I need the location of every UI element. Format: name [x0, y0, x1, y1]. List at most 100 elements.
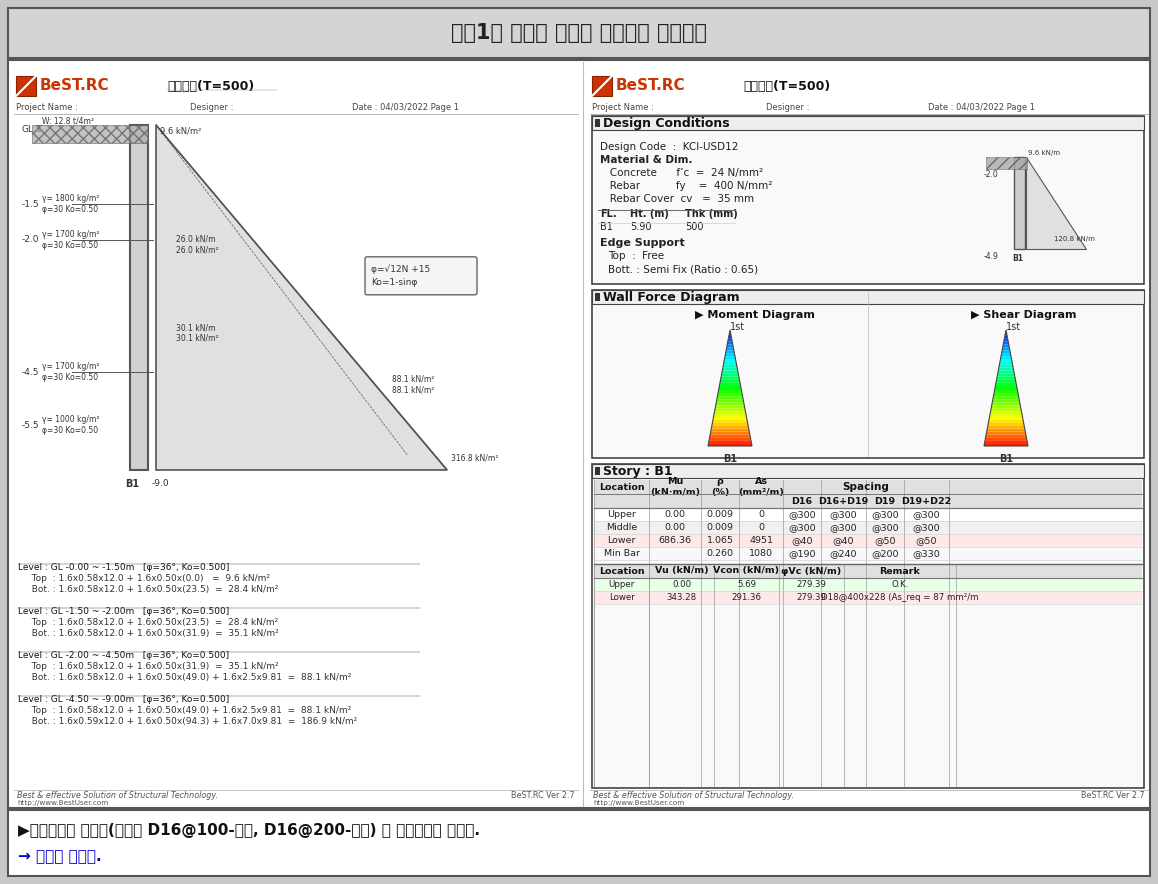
- Text: Mu
(kN·m/m): Mu (kN·m/m): [650, 477, 701, 497]
- FancyBboxPatch shape: [365, 256, 477, 294]
- Text: Material & Dim.: Material & Dim.: [600, 155, 692, 165]
- Text: -4.5: -4.5: [22, 368, 39, 377]
- Polygon shape: [990, 408, 1021, 411]
- Polygon shape: [727, 339, 732, 341]
- Text: As
(mm²/m): As (mm²/m): [738, 477, 784, 497]
- Text: Level : GL -1.50 ~ -2.00m   [φ=36°, Ko=0.500]: Level : GL -1.50 ~ -2.00m [φ=36°, Ko=0.5…: [19, 607, 229, 616]
- Polygon shape: [724, 359, 736, 362]
- Bar: [594, 547, 1142, 560]
- Text: Project Name :: Project Name :: [592, 103, 654, 112]
- Polygon shape: [1001, 359, 1012, 362]
- Text: B1: B1: [999, 454, 1013, 464]
- Text: 30.1 kN/m
30.1 kN/m²: 30.1 kN/m 30.1 kN/m²: [176, 324, 219, 343]
- Text: Design Conditions: Design Conditions: [603, 117, 730, 129]
- Polygon shape: [712, 423, 748, 426]
- Polygon shape: [984, 443, 1028, 446]
- Text: Thk (mm): Thk (mm): [686, 209, 738, 219]
- Polygon shape: [997, 374, 1014, 377]
- Text: Date : 04/03/2022 Page 1: Date : 04/03/2022 Page 1: [352, 103, 459, 112]
- Text: 지상1층 슬래브 철거시 지하외벽 검토결과: 지상1층 슬래브 철거시 지하외벽 검토결과: [450, 23, 708, 43]
- Text: -2.0: -2.0: [22, 235, 39, 244]
- Polygon shape: [711, 429, 749, 431]
- Text: @300: @300: [789, 523, 816, 532]
- Text: Top  : 1.6x0.58x12.0 + 1.6x0.50x(0.0)   =  9.6 kN/m²: Top : 1.6x0.58x12.0 + 1.6x0.50x(0.0) = 9…: [25, 574, 270, 583]
- Polygon shape: [713, 417, 747, 420]
- Polygon shape: [1004, 336, 1007, 339]
- Text: 316.8 kN/m²: 316.8 kN/m²: [450, 453, 498, 462]
- Text: @190: @190: [789, 549, 815, 558]
- Text: 0.00: 0.00: [665, 510, 686, 519]
- Polygon shape: [991, 406, 1021, 408]
- Bar: [594, 494, 1142, 508]
- Text: 1.065: 1.065: [706, 536, 733, 545]
- Text: Remark: Remark: [880, 567, 921, 575]
- Text: Ht. (m): Ht. (m): [630, 209, 669, 219]
- Polygon shape: [990, 411, 1023, 414]
- Bar: [595, 467, 600, 475]
- Text: Designer :: Designer :: [765, 103, 809, 112]
- Polygon shape: [720, 379, 740, 382]
- Text: γ= 1700 kg/m²
φ=30 Ko=0.50: γ= 1700 kg/m² φ=30 Ko=0.50: [42, 230, 100, 250]
- Bar: [594, 508, 1142, 521]
- Text: Min Bar: Min Bar: [603, 549, 639, 558]
- Polygon shape: [711, 426, 749, 429]
- Text: 0: 0: [758, 523, 764, 532]
- Text: ▶ Shear Diagram: ▶ Shear Diagram: [972, 310, 1077, 320]
- Text: 1080: 1080: [749, 549, 774, 558]
- Text: http://www.BestUser.com: http://www.BestUser.com: [593, 800, 684, 806]
- Polygon shape: [709, 438, 750, 440]
- Text: -9.0: -9.0: [152, 479, 169, 488]
- Polygon shape: [712, 420, 748, 423]
- Bar: [32, 125, 148, 143]
- Polygon shape: [994, 393, 1019, 397]
- Text: 5.90: 5.90: [630, 222, 652, 232]
- Bar: [592, 76, 611, 96]
- Bar: [594, 564, 1142, 578]
- Bar: [8, 810, 1150, 876]
- Polygon shape: [723, 365, 738, 368]
- Text: GL.1: GL.1: [22, 125, 43, 133]
- Text: Bot. : 1.6x0.59x12.0 + 1.6x0.50x(94.3) + 1.6x7.0x9.81  =  186.9 kN/m²: Bot. : 1.6x0.59x12.0 + 1.6x0.50x(94.3) +…: [25, 717, 358, 726]
- Text: @50: @50: [874, 536, 896, 545]
- Text: 1st: 1st: [731, 322, 746, 332]
- Text: O.K.: O.K.: [892, 580, 909, 589]
- Polygon shape: [714, 411, 746, 414]
- Polygon shape: [717, 393, 742, 397]
- Polygon shape: [1001, 354, 1011, 356]
- Text: 279.39: 279.39: [797, 593, 827, 602]
- Bar: [592, 116, 1144, 284]
- Text: 88.1 kN/m²
88.1 kN/m²: 88.1 kN/m² 88.1 kN/m²: [393, 375, 434, 394]
- Text: @300: @300: [829, 523, 857, 532]
- Text: D16: D16: [791, 497, 813, 506]
- Bar: [594, 521, 1142, 534]
- Text: 0.00: 0.00: [672, 580, 691, 589]
- Text: 0.00: 0.00: [665, 523, 686, 532]
- Text: Spacing: Spacing: [843, 482, 889, 492]
- Bar: [592, 464, 1144, 478]
- Text: Bot. : 1.6x0.58x12.0 + 1.6x0.50x(49.0) + 1.6x2.5x9.81  =  88.1 kN/m²: Bot. : 1.6x0.58x12.0 + 1.6x0.50x(49.0) +…: [25, 673, 351, 682]
- Polygon shape: [988, 423, 1024, 426]
- Text: D18@400x228 (As_req = 87 mm²/m: D18@400x228 (As_req = 87 mm²/m: [821, 593, 979, 602]
- Text: 500: 500: [686, 222, 704, 232]
- Text: ▶지하외벽의 힙내력(수직근 D16@100-외측, D16@200-내측) 및 전단내력이 부족함.: ▶지하외벽의 힙내력(수직근 D16@100-외측, D16@200-내측) 및…: [19, 824, 481, 839]
- Bar: [595, 293, 600, 301]
- Text: BeST.RC: BeST.RC: [616, 79, 686, 94]
- Text: 279.39: 279.39: [797, 580, 827, 589]
- Text: Vcon (kN/m): Vcon (kN/m): [713, 567, 779, 575]
- Text: 0.260: 0.260: [706, 549, 733, 558]
- Text: Top  : 1.6x0.58x12.0 + 1.6x0.50x(49.0) + 1.6x2.5x9.81  =  88.1 kN/m²: Top : 1.6x0.58x12.0 + 1.6x0.50x(49.0) + …: [25, 706, 351, 715]
- Text: D19+D22: D19+D22: [901, 497, 952, 506]
- Text: Location: Location: [599, 567, 644, 575]
- Polygon shape: [984, 440, 1027, 443]
- Bar: [594, 534, 1142, 547]
- Polygon shape: [987, 431, 1026, 434]
- Text: @300: @300: [829, 510, 857, 519]
- Bar: [1014, 157, 1025, 249]
- Polygon shape: [720, 377, 739, 379]
- Bar: [592, 116, 1144, 130]
- Polygon shape: [718, 391, 742, 393]
- Polygon shape: [998, 368, 1013, 370]
- Text: @240: @240: [830, 549, 857, 558]
- Text: B1: B1: [125, 478, 139, 489]
- Polygon shape: [997, 377, 1016, 379]
